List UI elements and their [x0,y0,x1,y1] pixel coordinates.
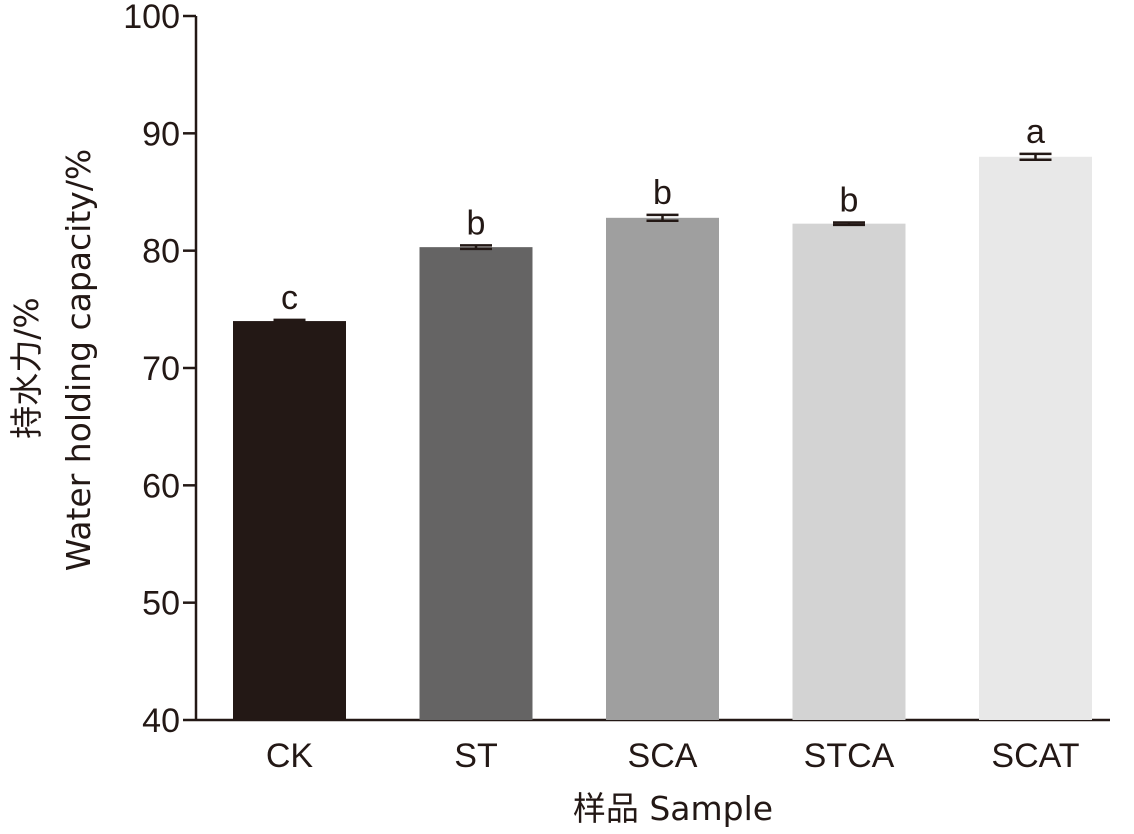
bar [233,321,346,720]
significance-label: b [467,204,486,242]
y-axis-title-cn: 持水力/% [7,297,46,438]
significance-label: c [281,279,298,317]
y-axis-title-en: Water holding capacity/% [59,149,98,572]
x-axis-title: 样品 Sample [573,789,773,828]
bar [979,156,1092,721]
y-tick-label: 80 [142,233,180,271]
y-tick-label: 50 [142,585,180,623]
y-ticks: 40 50 60 70 80 90 100 [123,0,196,740]
x-tick-label: CK [266,737,314,775]
significance-label: a [1026,113,1045,151]
x-tick-label: ST [454,737,497,775]
category-labels: CK ST SCA STCA SCAT [266,737,1080,775]
bar [606,217,719,720]
y-tick-label: 100 [123,0,180,36]
bars [233,156,1092,721]
bar [792,223,906,720]
x-tick-label: SCAT [991,737,1079,775]
x-tick-label: STCA [804,737,895,775]
y-tick-label: 60 [142,467,180,505]
error-bars [273,152,1052,324]
x-tick-label: SCA [628,737,698,775]
significance-labels: c b b b a [281,113,1045,317]
y-tick-label: 40 [142,702,180,740]
y-tick-label: 70 [142,350,180,388]
significance-label: b [840,182,859,220]
bar [419,247,533,720]
significance-label: b [653,174,672,212]
y-tick-label: 90 [142,115,180,153]
